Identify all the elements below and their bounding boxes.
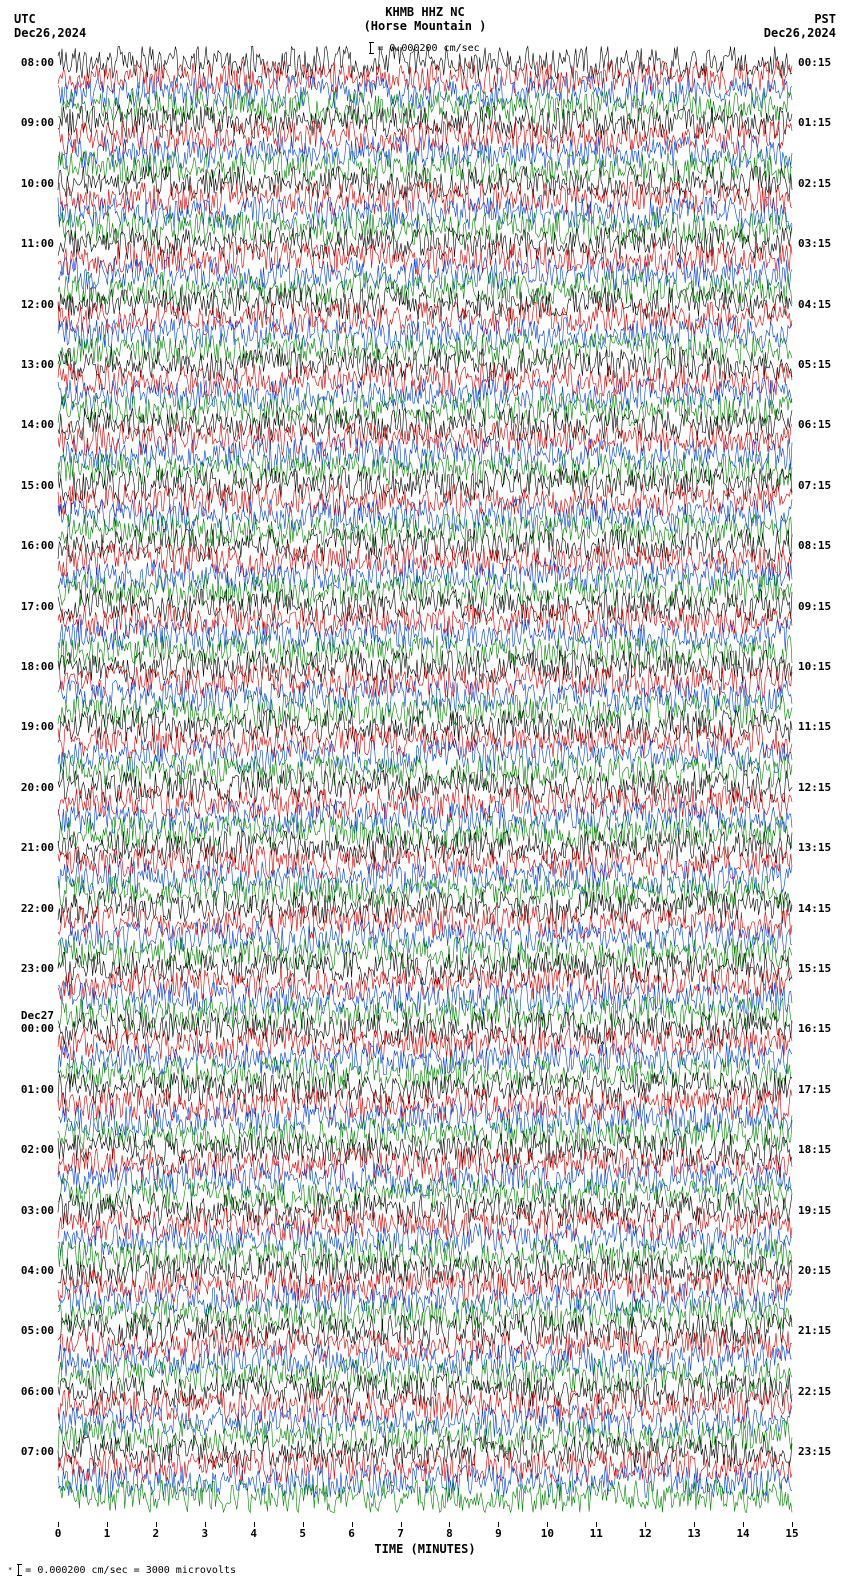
ytick-right: 07:15 (798, 479, 848, 492)
xtick-label: 14 (733, 1527, 753, 1540)
ytick-left: 23:00 (4, 962, 54, 975)
ytick-right: 19:15 (798, 1204, 848, 1217)
ytick-right: 20:15 (798, 1264, 848, 1277)
ytick-right: 14:15 (798, 902, 848, 915)
ytick-left: 00:00 (4, 1022, 54, 1035)
ytick-right: 18:15 (798, 1143, 848, 1156)
ytick-left: 18:00 (4, 660, 54, 673)
ytick-left: 05:00 (4, 1324, 54, 1337)
ytick-left: 19:00 (4, 720, 54, 733)
xtick-label: 5 (293, 1527, 313, 1540)
xtick-label: 8 (439, 1527, 459, 1540)
header: KHMB HHZ NC (Horse Mountain ) (0, 5, 850, 33)
xtick-label: 9 (488, 1527, 508, 1540)
ytick-left: 09:00 (4, 116, 54, 129)
xtick-label: 6 (342, 1527, 362, 1540)
scale-bar-icon (18, 1564, 19, 1576)
ytick-right: 16:15 (798, 1022, 848, 1035)
xtick-label: 7 (391, 1527, 411, 1540)
ytick-right: 03:15 (798, 237, 848, 250)
ytick-right: 09:15 (798, 600, 848, 613)
ytick-left: 13:00 (4, 358, 54, 371)
xtick-label: 12 (635, 1527, 655, 1540)
ytick-right: 11:15 (798, 720, 848, 733)
ytick-left: 15:00 (4, 479, 54, 492)
ytick-left: 03:00 (4, 1204, 54, 1217)
ytick-right: 17:15 (798, 1083, 848, 1096)
ytick-left: 12:00 (4, 298, 54, 311)
ytick-right: 06:15 (798, 418, 848, 431)
xtick-label: 0 (48, 1527, 68, 1540)
footer-text: = 0.000200 cm/sec = 3000 microvolts (25, 1565, 236, 1576)
ytick-left: 20:00 (4, 781, 54, 794)
ytick-right: 23:15 (798, 1445, 848, 1458)
ytick-right: 04:15 (798, 298, 848, 311)
xaxis: TIME (MINUTES) 0123456789101112131415 (58, 1522, 792, 1562)
ytick-right: 15:15 (798, 962, 848, 975)
xtick-label: 2 (146, 1527, 166, 1540)
xtick-label: 15 (782, 1527, 802, 1540)
ytick-right: 10:15 (798, 660, 848, 673)
ytick-left: 06:00 (4, 1385, 54, 1398)
ytick-right: 12:15 (798, 781, 848, 794)
station-code: KHMB HHZ NC (0, 5, 850, 19)
ytick-left: 14:00 (4, 418, 54, 431)
xtick-label: 10 (537, 1527, 557, 1540)
ytick-right: 01:15 (798, 116, 848, 129)
ytick-left: 22:00 (4, 902, 54, 915)
ytick-left: 17:00 (4, 600, 54, 613)
xtick-label: 1 (97, 1527, 117, 1540)
day-break-label: Dec27 (4, 1009, 54, 1022)
ytick-right: 02:15 (798, 177, 848, 190)
ytick-left: 11:00 (4, 237, 54, 250)
footer-note: * = 0.000200 cm/sec = 3000 microvolts (8, 1564, 236, 1576)
xtick-label: 13 (684, 1527, 704, 1540)
footer-asterisk: * (8, 1566, 12, 1574)
ytick-left: 16:00 (4, 539, 54, 552)
trace-line (58, 1474, 792, 1519)
station-location: (Horse Mountain ) (0, 19, 850, 33)
ytick-right: 00:15 (798, 56, 848, 69)
ytick-right: 05:15 (798, 358, 848, 371)
ytick-left: 04:00 (4, 1264, 54, 1277)
ytick-right: 08:15 (798, 539, 848, 552)
xaxis-label: TIME (MINUTES) (58, 1542, 792, 1556)
ytick-right: 13:15 (798, 841, 848, 854)
ytick-left: 10:00 (4, 177, 54, 190)
ytick-right: 22:15 (798, 1385, 848, 1398)
xtick-label: 11 (586, 1527, 606, 1540)
xtick-label: 4 (244, 1527, 264, 1540)
ytick-right: 21:15 (798, 1324, 848, 1337)
helicorder-plot (58, 62, 792, 1512)
ytick-left: 01:00 (4, 1083, 54, 1096)
ytick-left: 07:00 (4, 1445, 54, 1458)
ytick-left: 21:00 (4, 841, 54, 854)
ytick-left: 08:00 (4, 56, 54, 69)
xtick-label: 3 (195, 1527, 215, 1540)
ytick-left: 02:00 (4, 1143, 54, 1156)
